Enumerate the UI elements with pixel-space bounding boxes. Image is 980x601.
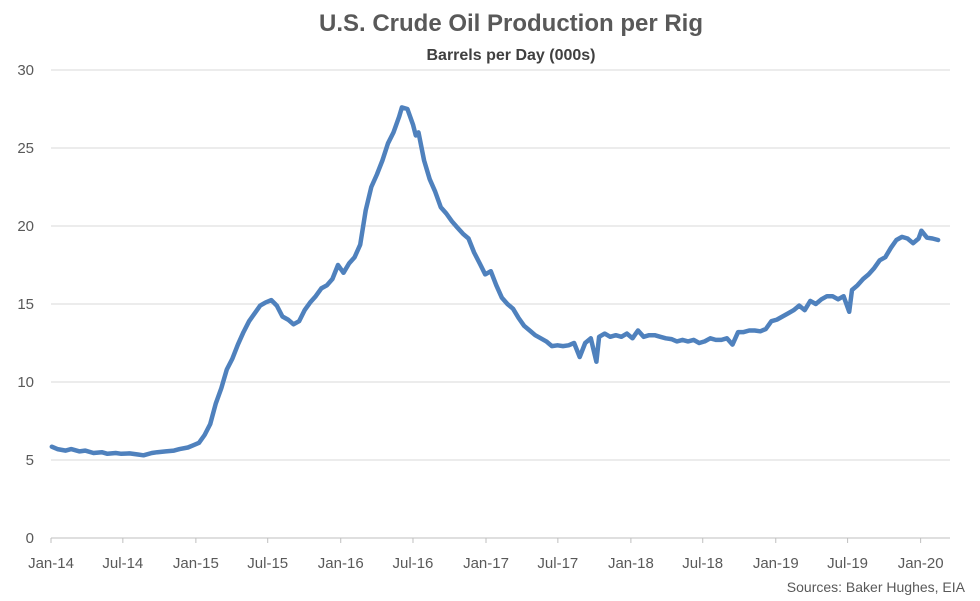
x-tick-label: Jan-20 [898, 555, 944, 572]
series-line [49, 105, 941, 458]
y-tick-label: 30 [17, 62, 34, 79]
y-axis-ticks: 0 5 10 15 20 25 30 [17, 62, 34, 547]
chart-subtitle: Barrels per Day (000s) [427, 47, 596, 64]
x-tick-label: Jul-18 [682, 555, 723, 572]
x-tick-label: Jan-14 [28, 555, 74, 572]
series-group [49, 105, 941, 458]
x-tick-label: Jul-17 [537, 555, 578, 572]
x-tick-label: Jul-16 [393, 555, 434, 572]
y-tick-label: 0 [26, 530, 34, 547]
y-tick-label: 5 [26, 452, 34, 469]
x-tick-label: Jan-19 [753, 555, 799, 572]
x-tick-label: Jul-19 [827, 555, 868, 572]
y-tick-label: 15 [17, 296, 34, 313]
source-note: Sources: Baker Hughes, EIA [787, 579, 966, 595]
y-tick-label: 25 [17, 140, 34, 157]
x-axis-ticks: Jan-14 Jul-14 Jan-15 Jul-15 Jan-16 Jul-16 Jan-… [28, 538, 944, 572]
gridlines [51, 69, 950, 539]
y-tick-label: 20 [17, 218, 34, 235]
x-tick-label: Jul-14 [102, 555, 143, 572]
chart-title: U.S. Crude Oil Production per Rig [319, 10, 703, 37]
x-tick-label: Jan-16 [318, 555, 364, 572]
x-tick-label: Jan-15 [173, 555, 219, 572]
x-tick-label: Jan-18 [608, 555, 654, 572]
y-tick-label: 10 [17, 374, 34, 391]
x-tick-label: Jan-17 [463, 555, 509, 572]
x-tick-label: Jul-15 [247, 555, 288, 572]
